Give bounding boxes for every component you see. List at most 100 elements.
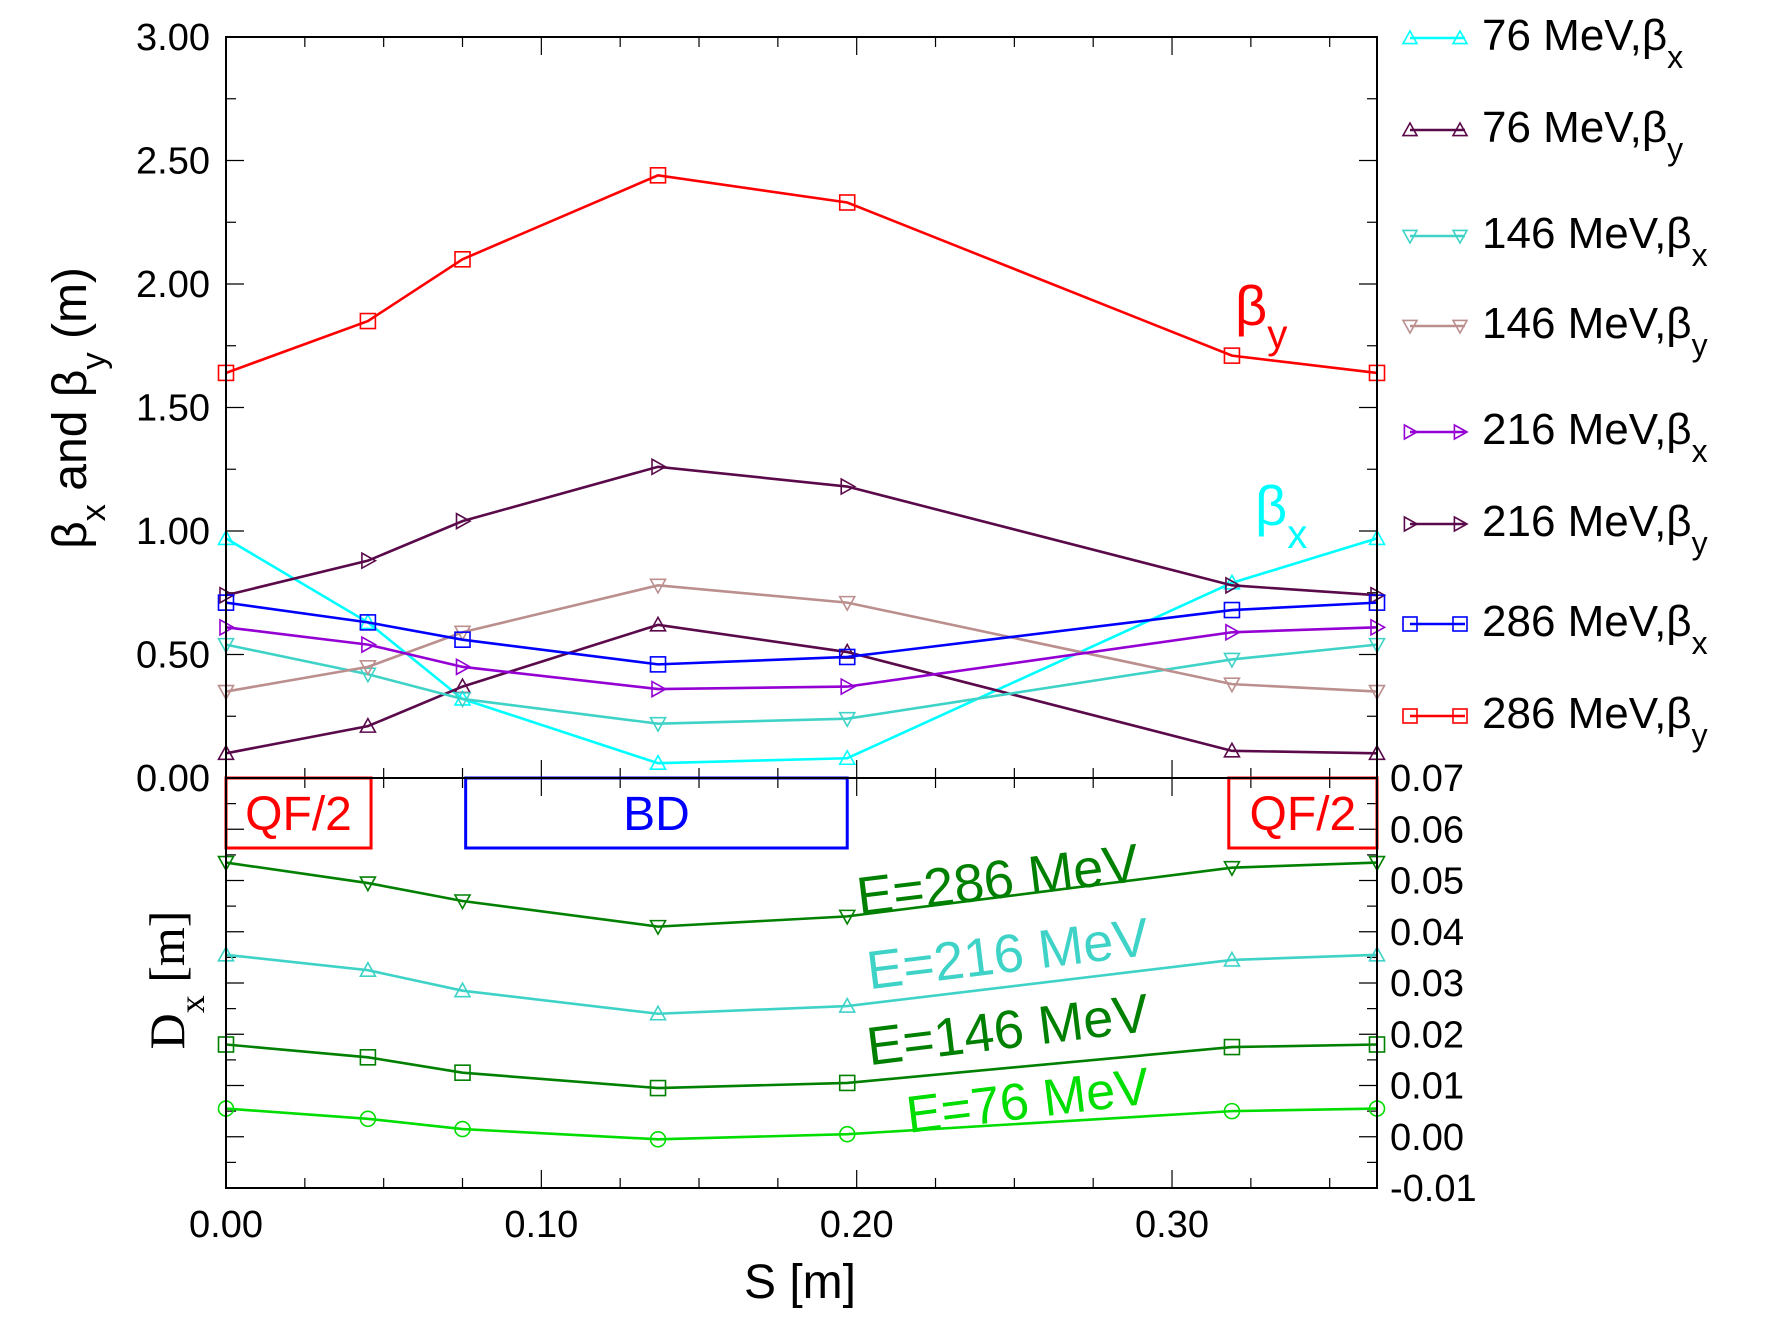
legend-marker-start xyxy=(1401,319,1419,335)
legend-marker-start xyxy=(1401,229,1419,245)
top-point xyxy=(1223,347,1241,364)
top-y-tick-label: 0.00 xyxy=(136,758,210,800)
x-tick-label: 0.20 xyxy=(820,1204,894,1246)
x-tick-label: 0.30 xyxy=(1135,1204,1209,1246)
legend-label-sub: y xyxy=(1692,327,1708,363)
bottom-series-1 xyxy=(217,945,1386,1021)
top-point xyxy=(1223,601,1241,619)
legend-item-0: 76 MeV,βx xyxy=(1401,11,1683,75)
bottom-point xyxy=(838,1125,856,1143)
plot-frames xyxy=(225,36,1378,1189)
top-point xyxy=(840,677,857,696)
top-series-2 xyxy=(217,637,1386,733)
legend-label-main: 286 MeV,β xyxy=(1482,597,1692,646)
legend-item-3: 146 MeV,βy xyxy=(1401,299,1708,363)
top-point xyxy=(361,635,378,654)
dispersion-label-3: E=76 MeV xyxy=(903,1057,1153,1144)
legend-item-7: 286 MeV,βy xyxy=(1402,689,1708,753)
legend-marker-start xyxy=(1402,708,1418,724)
legend-marker-end xyxy=(1451,121,1469,137)
legend-label-4: 216 MeV,βx xyxy=(1482,405,1708,469)
top-line-1 xyxy=(225,623,1378,755)
top-point xyxy=(838,194,856,211)
element-label-2: QF/2 xyxy=(1250,788,1357,841)
top-point xyxy=(649,656,667,673)
top-line-7 xyxy=(225,173,1378,375)
top-point xyxy=(359,660,377,676)
legend-label-sub: y xyxy=(1692,717,1708,753)
top-point xyxy=(359,716,377,733)
top-series-6 xyxy=(217,594,1386,673)
legend-item-2: 146 MeV,βx xyxy=(1401,209,1708,273)
bottom-point xyxy=(838,996,857,1013)
top-point xyxy=(1223,677,1241,694)
legend-marker-end xyxy=(1452,708,1468,724)
bottom-y-tick-label: 0.01 xyxy=(1390,1066,1464,1108)
legend-marker-end xyxy=(1453,515,1469,533)
legend-label-7: 286 MeV,βy xyxy=(1482,689,1708,753)
bottom-point xyxy=(359,1049,377,1066)
top-series-5 xyxy=(219,457,1387,605)
top-point xyxy=(1223,652,1241,669)
beta-y-annotation: βy xyxy=(1235,274,1288,357)
bottom-y-tick-label: 0.02 xyxy=(1390,1014,1464,1056)
legend-label-main: 76 MeV,β xyxy=(1482,11,1667,60)
bottom-y-tick-label: -0.01 xyxy=(1390,1168,1477,1210)
bottom-point xyxy=(453,894,472,911)
axis-tick-labels: 0.00 0.50 1.00 1.50 2.00 2.50 3.00 -0.01 0.00 0.0… xyxy=(44,17,1477,1309)
legend-label-3: 146 MeV,βy xyxy=(1482,299,1708,363)
legend-marker-end xyxy=(1453,423,1469,441)
legend-label-main: 146 MeV,β xyxy=(1482,299,1692,348)
bottom-point xyxy=(649,1004,667,1021)
legend-marker-start xyxy=(1401,121,1419,137)
legend-marker-end xyxy=(1451,29,1469,45)
top-point xyxy=(838,749,857,766)
legend-label-sub: x xyxy=(1692,433,1708,469)
bottom-y-tick-label: 0.03 xyxy=(1390,963,1464,1005)
top-point xyxy=(455,512,472,530)
top-point xyxy=(361,551,378,570)
legend-label-5: 216 MeV,βy xyxy=(1482,497,1708,561)
top-line-4 xyxy=(225,626,1378,691)
top-panel-grid xyxy=(225,36,1377,779)
top-point xyxy=(454,251,471,268)
top-point xyxy=(455,657,472,676)
bottom-y-tick-label: 0.05 xyxy=(1390,861,1464,903)
bottom-line-2 xyxy=(225,1043,1378,1090)
bottom-point xyxy=(1223,860,1241,877)
legend-marker-end xyxy=(1452,616,1468,632)
top-point xyxy=(359,667,377,684)
bottom-point xyxy=(649,919,667,936)
legend-item-4: 216 MeV,βx xyxy=(1403,405,1708,469)
legend-label-main: 216 MeV,β xyxy=(1482,497,1692,546)
bottom-point xyxy=(454,1120,471,1138)
top-point xyxy=(649,615,667,632)
bottom-series-2 xyxy=(217,1036,1386,1097)
bottom-y-axis-title: Dx [m] xyxy=(139,911,212,1050)
legend-marker-end xyxy=(1451,229,1469,245)
bottom-point xyxy=(453,981,472,998)
legend-item-1: 76 MeV,βy xyxy=(1401,103,1683,167)
legend-marker-end xyxy=(1451,319,1469,335)
bottom-line-3 xyxy=(225,1107,1378,1141)
bottom-series-3 xyxy=(217,1100,1386,1148)
top-line-6 xyxy=(225,601,1378,666)
bottom-y-tick-label: 0.06 xyxy=(1390,809,1464,851)
top-point xyxy=(649,754,667,770)
bottom-point xyxy=(649,1131,667,1148)
x-tick-label: 0.10 xyxy=(504,1204,578,1246)
legend-label-6: 286 MeV,βx xyxy=(1482,597,1708,661)
top-point xyxy=(838,648,856,666)
bottom-point xyxy=(359,876,377,893)
legend-label-main: 146 MeV,β xyxy=(1482,209,1692,258)
top-point xyxy=(359,312,377,330)
element-label-0: QF/2 xyxy=(245,788,352,841)
bottom-panel-grid xyxy=(225,777,1377,1189)
top-panel-series xyxy=(217,167,1387,770)
top-point xyxy=(359,614,377,631)
legend-label-sub: y xyxy=(1692,525,1708,561)
top-point xyxy=(1225,623,1242,642)
x-axis-title: S [m] xyxy=(744,1256,856,1309)
